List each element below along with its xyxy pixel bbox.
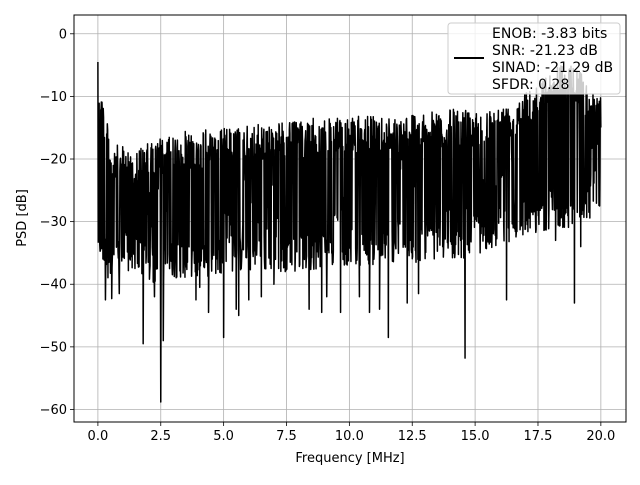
legend: ENOB: -3.83 bits SNR: -21.23 dB SINAD: -… [447, 22, 621, 95]
x-tick-label: 15.0 [461, 429, 490, 444]
x-tick-label: 7.5 [276, 429, 297, 444]
y-tick-label: −20 [40, 153, 67, 168]
legend-sinad: SINAD: -21.29 dB [492, 60, 613, 76]
x-tick-label: 0.0 [88, 429, 109, 444]
y-tick-label: 0 [59, 27, 67, 42]
legend-box [447, 22, 621, 95]
x-tick-label: 20.0 [586, 429, 615, 444]
y-tick-label: −50 [40, 340, 67, 355]
legend-enob: ENOB: -3.83 bits [492, 26, 607, 42]
plot-frame [73, 14, 627, 423]
legend-snr: SNR: -21.23 dB [492, 43, 598, 59]
x-tick-label: 5.0 [213, 429, 234, 444]
x-tick-label: 2.5 [150, 429, 171, 444]
psd-series [97, 61, 602, 403]
y-tick-label: −30 [40, 215, 67, 230]
x-tick-label: 12.5 [398, 429, 427, 444]
y-tick-label: −40 [40, 278, 67, 293]
y-tick-label: −60 [40, 403, 67, 418]
x-tick-label: 10.0 [335, 429, 364, 444]
axis-ticks: 0.0 2.5 5.0 7.5 10.0 12.5 15.0 17.5 20.0 0 −10 −20 −… [40, 27, 616, 444]
x-axis-title: Frequency [MHz] [295, 451, 404, 466]
x-tick-label: 17.5 [524, 429, 553, 444]
y-axis-title: PSD [dB] [15, 189, 30, 247]
y-tick-label: −10 [40, 90, 67, 105]
legend-sfdr: SFDR: 0.28 [492, 77, 569, 93]
psd-line [97, 61, 602, 403]
